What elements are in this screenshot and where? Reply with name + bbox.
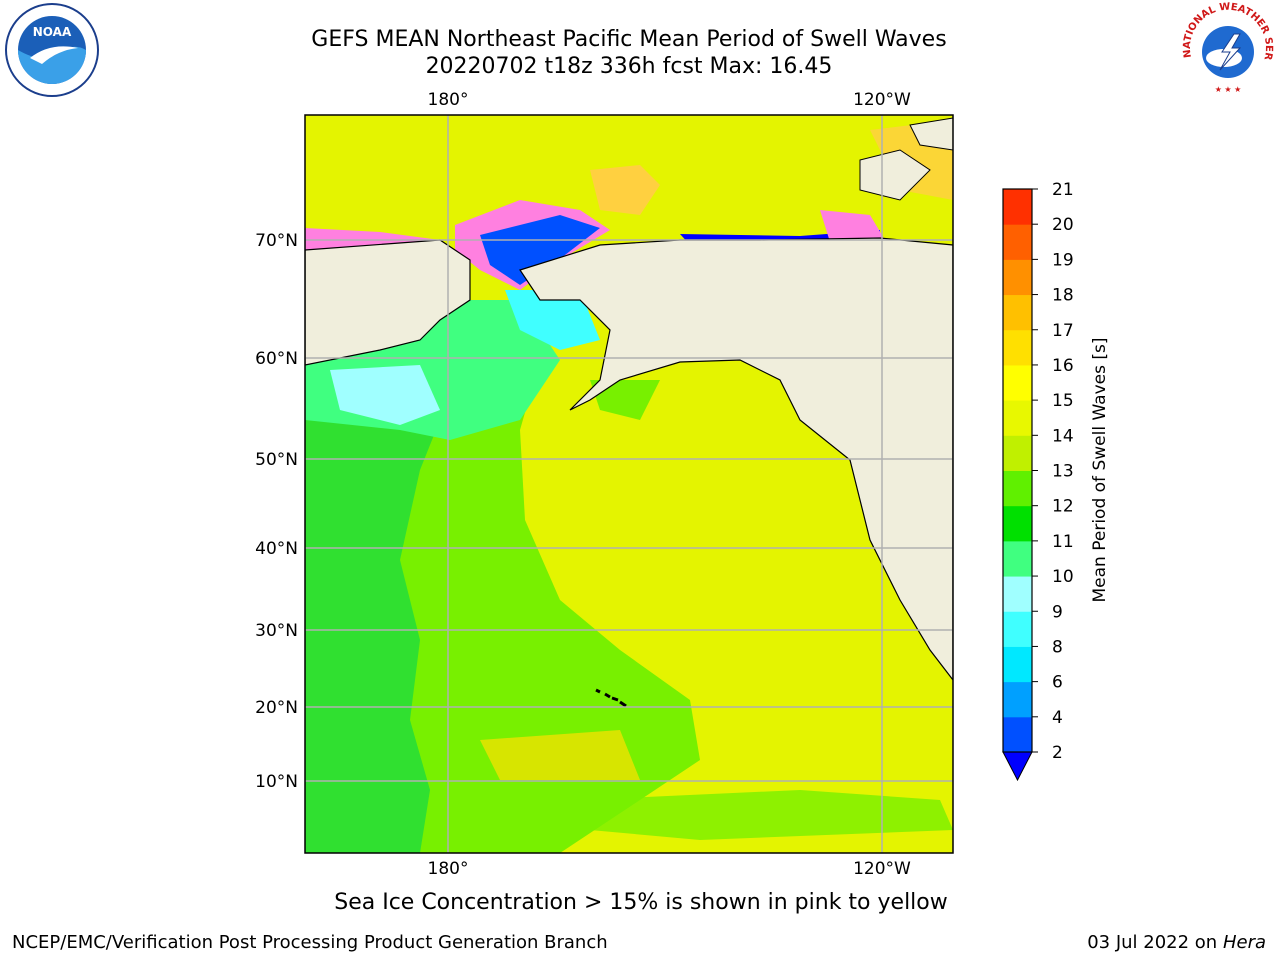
land-arctic-island-2 (909, 117, 953, 151)
noaa-logo: NOAA (5, 3, 99, 97)
colorbar-segment (1003, 400, 1032, 436)
colorbar-tick-label: 15 (1052, 391, 1074, 411)
colorbar-tick-label: 2 (1052, 743, 1063, 763)
equatorial-band (580, 790, 953, 840)
lon-label-bottom-180: 180° (428, 859, 469, 879)
colorbar-tick-label: 17 (1052, 321, 1074, 341)
colorbar-segment (1003, 189, 1032, 225)
colorbar-label: Mean Period of Swell Waves [s] (1090, 338, 1110, 603)
noaa-logo-text: NOAA (33, 25, 72, 39)
footer-date: 03 Jul 2022 on Hera (1087, 932, 1266, 953)
graticule (305, 115, 953, 853)
colorbar-segment (1003, 470, 1032, 507)
colorbar-tick-label: 19 (1052, 250, 1074, 270)
land-arctic-island (859, 149, 931, 201)
footer-credit: NCEP/EMC/Verification Post Processing Pr… (12, 932, 608, 953)
lat-label-20n: 20°N (255, 698, 298, 718)
colorbar-tick-label: 12 (1052, 497, 1074, 517)
lat-label-60n: 60°N (255, 349, 298, 369)
ice-east-pink (820, 210, 885, 242)
ocean-cool-region (305, 360, 440, 853)
colorbar-under-arrow (1002, 751, 1033, 782)
lat-label-50n: 50°N (255, 450, 298, 470)
colorbar-segment (1003, 435, 1032, 471)
sea-ice-note: Sea Ice Concentration > 15% is shown in … (334, 890, 948, 915)
colorbar-segment (1003, 611, 1032, 647)
lon-label-bottom-120w: 120°W (853, 859, 911, 879)
svg-text:★ ★ ★: ★ ★ ★ (1215, 85, 1242, 94)
land-north-america (519, 237, 953, 681)
colorbar-tick-label: 13 (1052, 462, 1074, 482)
colorbar-segment (1003, 646, 1032, 683)
lon-label-top-120w: 120°W (853, 90, 911, 110)
map-title: GEFS MEAN Northeast Pacific Mean Period … (311, 27, 947, 52)
lat-label-30n: 30°N (255, 621, 298, 641)
colorbar-segment (1003, 329, 1032, 366)
hawaii-islands (595, 688, 627, 708)
ice-blue (480, 215, 600, 285)
map-subtitle: 20220702 t18z 336h fcst Max: 16.45 (425, 54, 833, 79)
colorbar-tick-label: 11 (1052, 532, 1074, 552)
colorbar-tick-label: 20 (1052, 215, 1074, 235)
map-frame (304, 114, 954, 854)
colorbar-tick-label: 10 (1052, 567, 1074, 587)
colorbar-segment (1003, 576, 1032, 612)
colorbar-segment (1003, 224, 1032, 260)
gulf-region (590, 380, 660, 420)
colorbar-segment (1003, 294, 1032, 331)
colorbar-tick-label: 4 (1052, 708, 1063, 728)
ice-yellow (590, 165, 660, 215)
colorbar-tick-label: 18 (1052, 286, 1074, 306)
colorbar-tick-label: 6 (1052, 673, 1063, 693)
colorbar-segment (1003, 540, 1032, 577)
colorbar-segment (1003, 505, 1032, 542)
colorbar-segment (1003, 259, 1032, 296)
colorbar-tick-label: 21 (1052, 180, 1074, 200)
lon-label-top-180: 180° (428, 90, 469, 110)
nws-logo: NATIONAL WEATHER SERVICE ★ ★ ★ (1178, 2, 1274, 96)
ocean-coolest-region (330, 365, 440, 425)
lat-label-10n: 10°N (255, 772, 298, 792)
colorbar: 2 4 6 8 9 10 11 12 13 14 15 16 17 18 19 20 21 (1002, 180, 1074, 782)
colorbar-tick-label: 16 (1052, 356, 1074, 376)
colorbar-tick-label: 9 (1052, 602, 1063, 622)
warm-patch (480, 730, 640, 780)
map-area (305, 115, 953, 853)
footer-host: Hera (1222, 932, 1266, 953)
bering-strait-region (505, 290, 600, 350)
lat-label-40n: 40°N (255, 539, 298, 559)
colorbar-segment (1003, 364, 1032, 401)
lat-label-70n: 70°N (255, 231, 298, 251)
colorbar-tick-label: 8 (1052, 637, 1063, 657)
land-asia (305, 239, 471, 366)
colorbar-segment (1003, 716, 1032, 753)
footer-date-text: 03 Jul 2022 on (1087, 932, 1223, 953)
colorbar-tick-label: 14 (1052, 426, 1074, 446)
colorbar-segment (1003, 681, 1032, 718)
